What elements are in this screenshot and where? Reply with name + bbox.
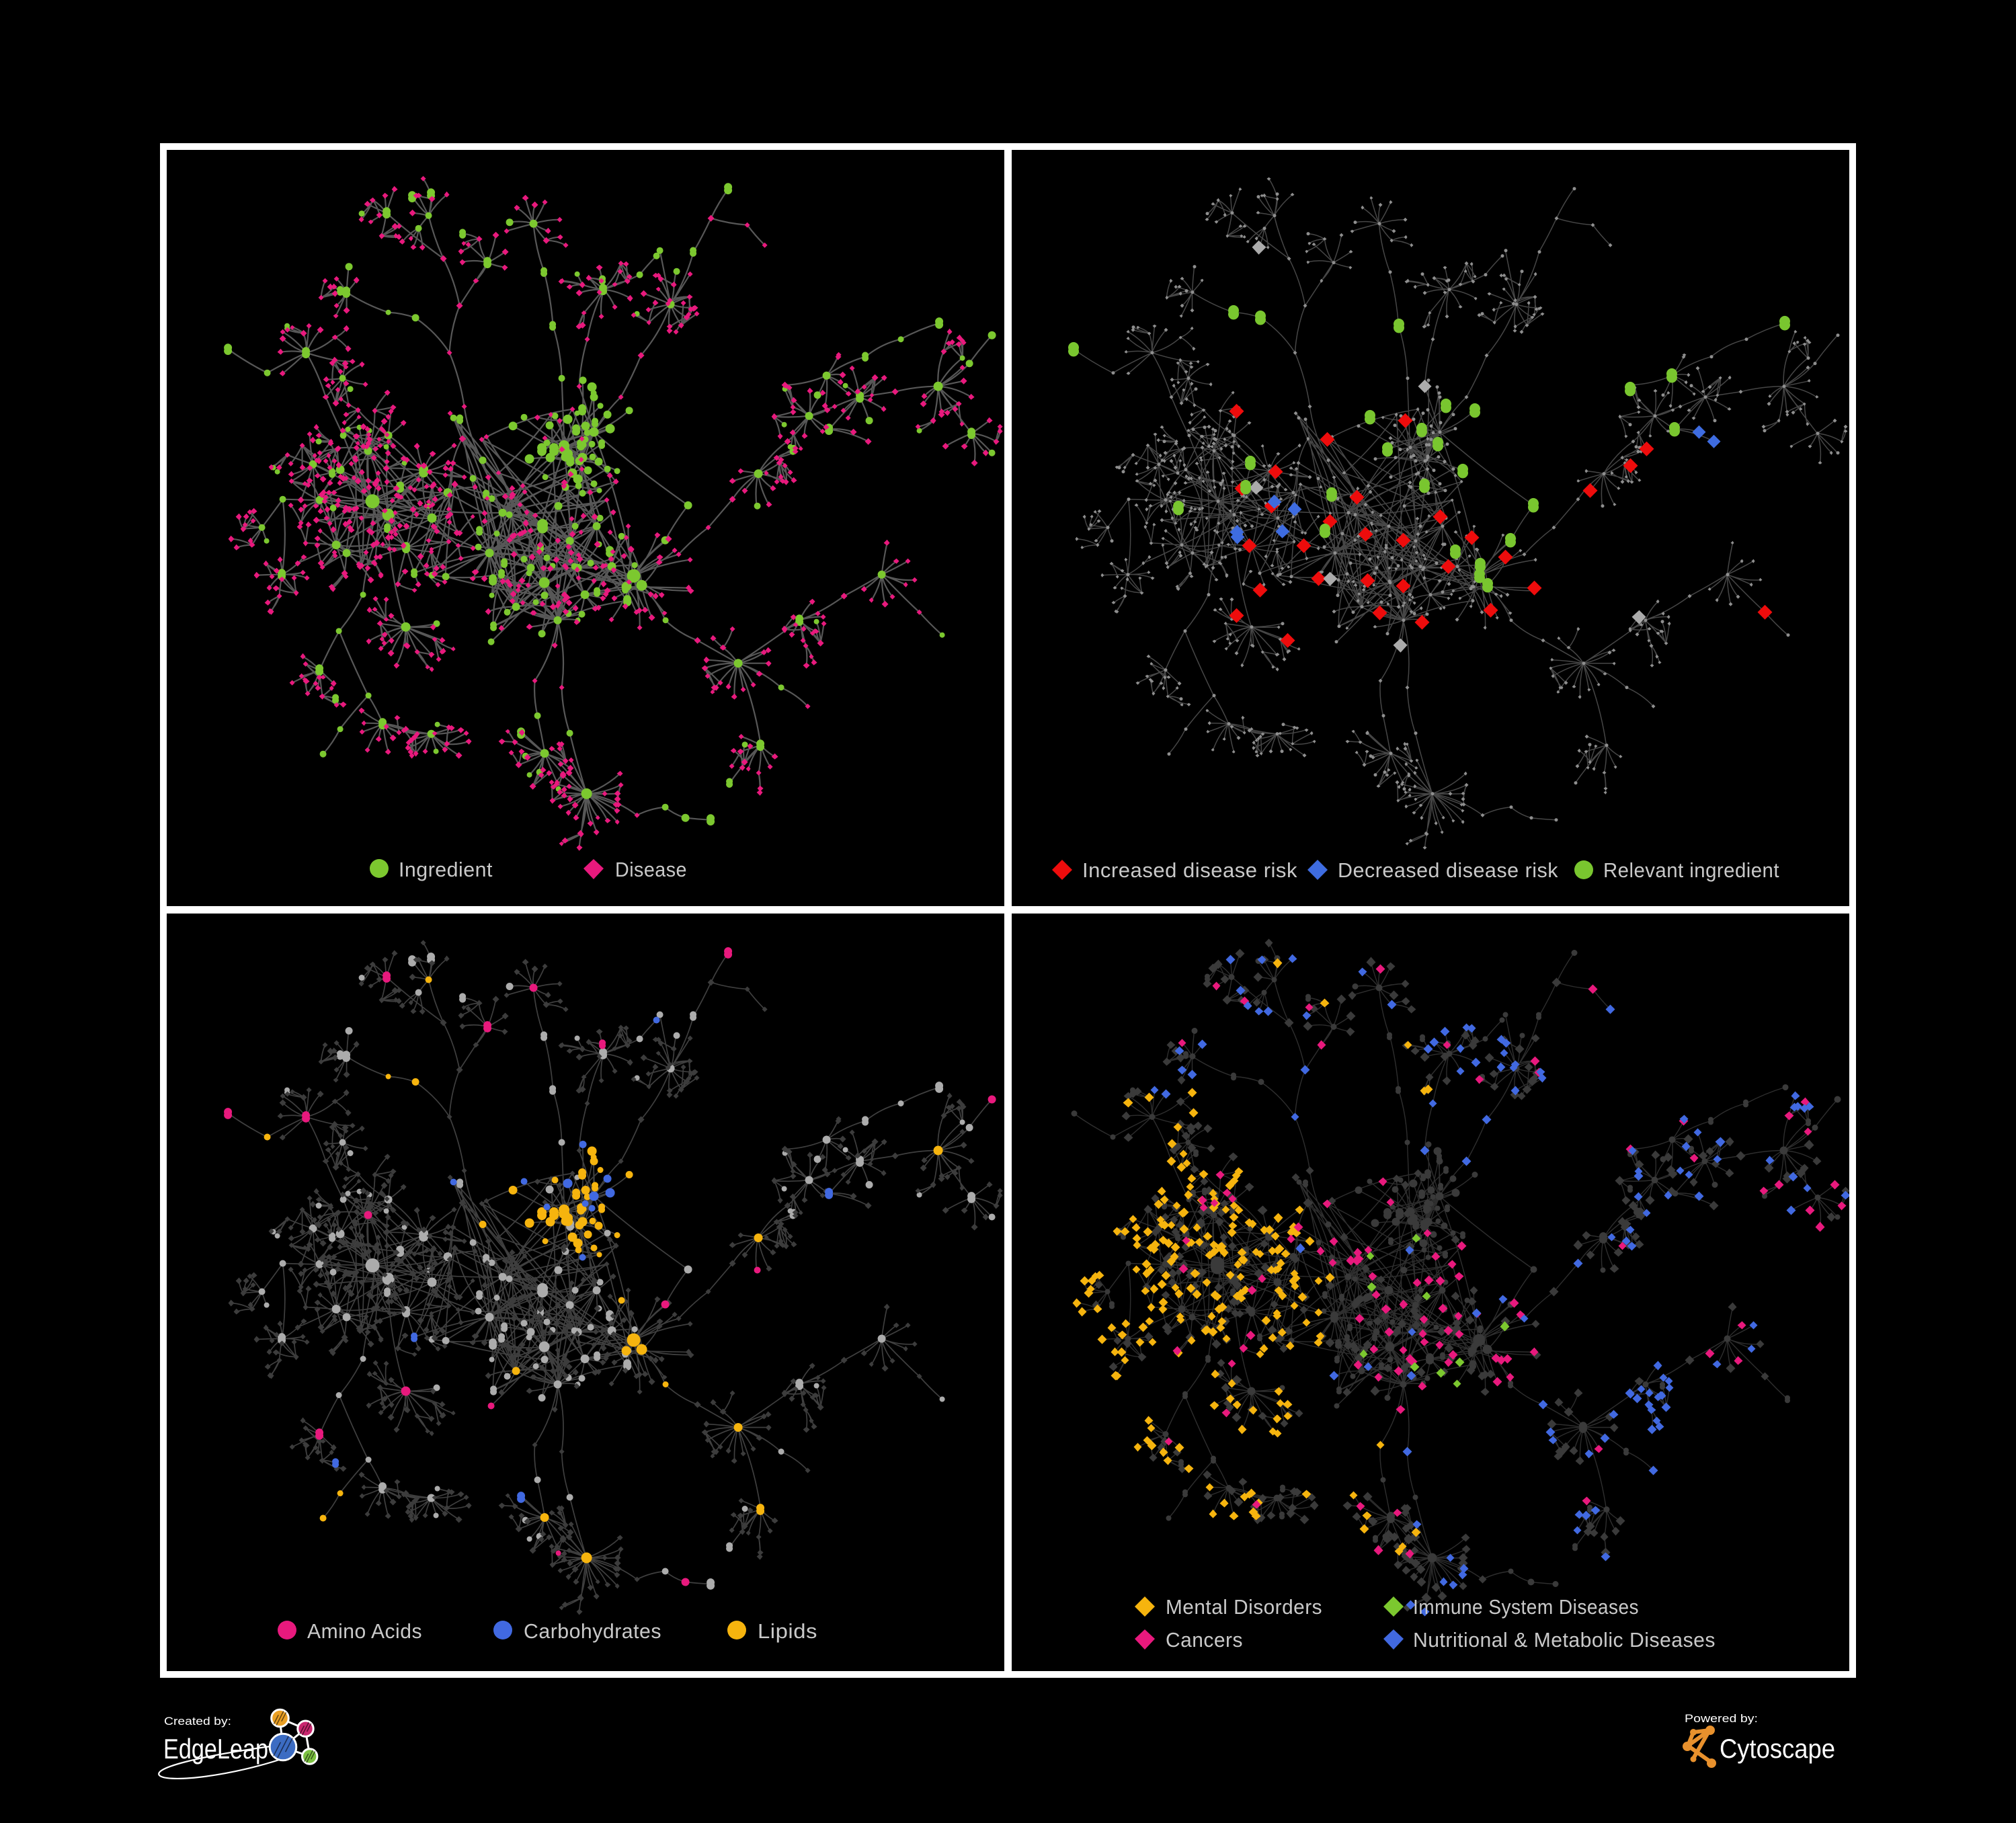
svg-text:Relevant ingredient: Relevant ingredient xyxy=(1603,858,1779,882)
svg-text:Powered by:: Powered by: xyxy=(1685,1712,1758,1725)
svg-text:Created by:: Created by: xyxy=(164,1715,231,1728)
svg-text:Immune System Diseases: Immune System Diseases xyxy=(1413,1595,1639,1619)
svg-text:Increased disease risk: Increased disease risk xyxy=(1082,858,1297,882)
svg-text:Mental Disorders: Mental Disorders xyxy=(1166,1595,1322,1619)
svg-text:Decreased disease risk: Decreased disease risk xyxy=(1338,858,1558,882)
svg-text:Amino Acids: Amino Acids xyxy=(307,1619,422,1643)
svg-text:Nutritional & Metabolic Diseas: Nutritional & Metabolic Diseases xyxy=(1413,1628,1716,1652)
svg-text:Cytoscape: Cytoscape xyxy=(1720,1734,1835,1764)
svg-text:Cancers: Cancers xyxy=(1166,1628,1243,1652)
svg-text:Carbohydrates: Carbohydrates xyxy=(524,1619,661,1643)
svg-text:Disease: Disease xyxy=(615,858,687,881)
svg-text:Ingredient: Ingredient xyxy=(399,858,493,881)
svg-text:Lipids: Lipids xyxy=(758,1619,817,1643)
